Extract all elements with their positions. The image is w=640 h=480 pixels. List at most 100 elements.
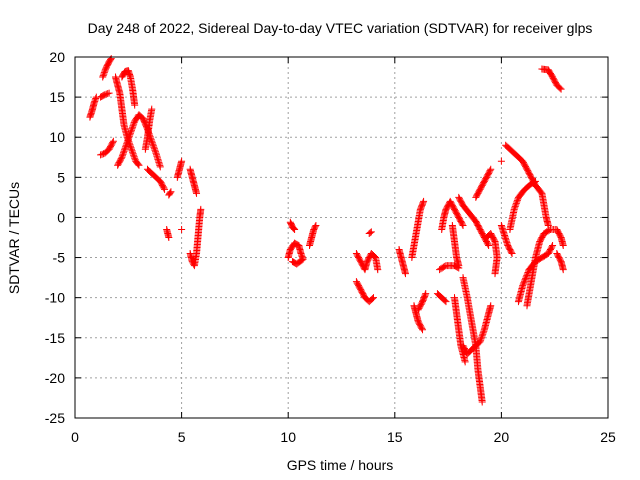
series-arc-24 bbox=[410, 302, 427, 334]
data-point-marker bbox=[291, 225, 299, 233]
series-arc-19 bbox=[352, 278, 377, 306]
data-point-marker bbox=[513, 198, 521, 206]
data-point-marker bbox=[485, 242, 493, 250]
data-point-marker bbox=[512, 201, 520, 209]
data-point-marker bbox=[520, 279, 528, 287]
series-arc-1 bbox=[86, 93, 100, 121]
series-arc-16 bbox=[286, 218, 299, 233]
data-point-marker bbox=[511, 202, 519, 210]
y-tick-label: -5 bbox=[53, 250, 66, 266]
data-point-marker bbox=[479, 329, 487, 337]
y-tick-label: 15 bbox=[49, 89, 65, 105]
data-point-marker bbox=[367, 228, 375, 236]
data-point-marker bbox=[421, 291, 429, 299]
series-arc-32 bbox=[459, 274, 486, 406]
data-point-marker bbox=[522, 273, 530, 281]
data-point-marker bbox=[420, 197, 428, 205]
y-tick-label: -10 bbox=[45, 290, 65, 306]
data-point-marker bbox=[129, 123, 137, 131]
data-point-marker bbox=[487, 302, 495, 310]
series-arc-25 bbox=[414, 290, 430, 314]
data-point-marker bbox=[486, 167, 494, 175]
data-point-marker bbox=[557, 85, 565, 93]
data-point-marker bbox=[418, 324, 426, 332]
series-arc-29 bbox=[448, 221, 463, 270]
data-point-marker bbox=[118, 152, 126, 160]
data-point-marker bbox=[127, 145, 135, 153]
series-arc-11 bbox=[173, 157, 186, 181]
x-axis-label: GPS time / hours bbox=[287, 457, 394, 473]
series-arc-40 bbox=[514, 242, 557, 306]
data-point-marker bbox=[455, 262, 463, 270]
data-point-marker bbox=[101, 91, 109, 99]
data-point-marker bbox=[101, 67, 109, 75]
data-point-marker bbox=[484, 240, 492, 248]
data-point-marker bbox=[151, 148, 159, 156]
data-point-marker bbox=[165, 234, 173, 241]
data-point-marker bbox=[122, 143, 130, 151]
data-point-marker bbox=[441, 297, 449, 305]
data-point-marker bbox=[522, 274, 530, 282]
data-point-marker bbox=[548, 243, 556, 251]
data-point-marker bbox=[419, 199, 427, 207]
series-arc-23 bbox=[408, 197, 428, 262]
series-arc-42 bbox=[553, 250, 567, 274]
data-point-marker bbox=[124, 137, 132, 145]
x-tick-label: 20 bbox=[494, 429, 510, 445]
data-point-marker bbox=[126, 129, 134, 137]
data-point-marker bbox=[290, 258, 298, 266]
data-point-marker bbox=[129, 122, 137, 130]
data-point-marker bbox=[479, 330, 487, 338]
data-point-marker bbox=[559, 266, 567, 274]
data-point-marker bbox=[478, 398, 486, 406]
data-point-marker bbox=[99, 72, 107, 80]
x-tick-label: 0 bbox=[71, 429, 79, 445]
data-point-marker bbox=[442, 298, 450, 306]
data-point-marker bbox=[99, 73, 107, 81]
data-point-marker bbox=[149, 142, 157, 150]
x-tick-label: 25 bbox=[600, 429, 616, 445]
data-point-marker bbox=[288, 258, 296, 266]
data-point-marker bbox=[117, 155, 125, 163]
data-point-marker bbox=[161, 185, 169, 193]
series-arc-7 bbox=[114, 111, 164, 171]
data-point-marker bbox=[129, 150, 137, 158]
data-point-marker bbox=[476, 338, 484, 346]
y-tick-label: 20 bbox=[49, 49, 65, 65]
grid-lines bbox=[75, 57, 608, 418]
series-arc-13 bbox=[178, 225, 186, 233]
data-point-marker bbox=[100, 69, 108, 77]
data-point-marker bbox=[368, 295, 376, 303]
data-point-marker bbox=[120, 149, 128, 157]
data-point-marker bbox=[148, 137, 156, 145]
data-point-marker bbox=[98, 150, 106, 158]
data-points bbox=[86, 55, 567, 406]
series-arc-39 bbox=[506, 177, 540, 233]
data-point-marker bbox=[128, 125, 136, 133]
data-point-marker bbox=[290, 225, 298, 233]
data-point-marker bbox=[508, 250, 516, 258]
data-point-marker bbox=[148, 139, 156, 147]
series-arc-17 bbox=[284, 239, 307, 268]
data-point-marker bbox=[160, 184, 168, 192]
series-arc-26 bbox=[433, 290, 450, 306]
data-point-marker bbox=[369, 294, 377, 302]
data-point-marker bbox=[477, 336, 485, 344]
y-tick-label: -20 bbox=[45, 370, 65, 386]
data-point-marker bbox=[507, 248, 515, 256]
data-point-marker bbox=[197, 205, 205, 213]
data-point-marker bbox=[147, 136, 155, 144]
data-point-marker bbox=[148, 105, 156, 113]
data-point-marker bbox=[125, 132, 133, 140]
y-tick-label: 0 bbox=[57, 209, 65, 225]
series-arc-15 bbox=[186, 205, 205, 270]
data-point-marker bbox=[150, 143, 158, 151]
data-point-marker bbox=[127, 128, 135, 136]
data-point-marker bbox=[559, 242, 567, 250]
data-point-marker bbox=[122, 141, 130, 149]
data-point-marker bbox=[366, 229, 374, 237]
series-arc-18 bbox=[306, 221, 320, 250]
data-point-marker bbox=[549, 242, 557, 250]
data-point-marker bbox=[520, 277, 528, 285]
